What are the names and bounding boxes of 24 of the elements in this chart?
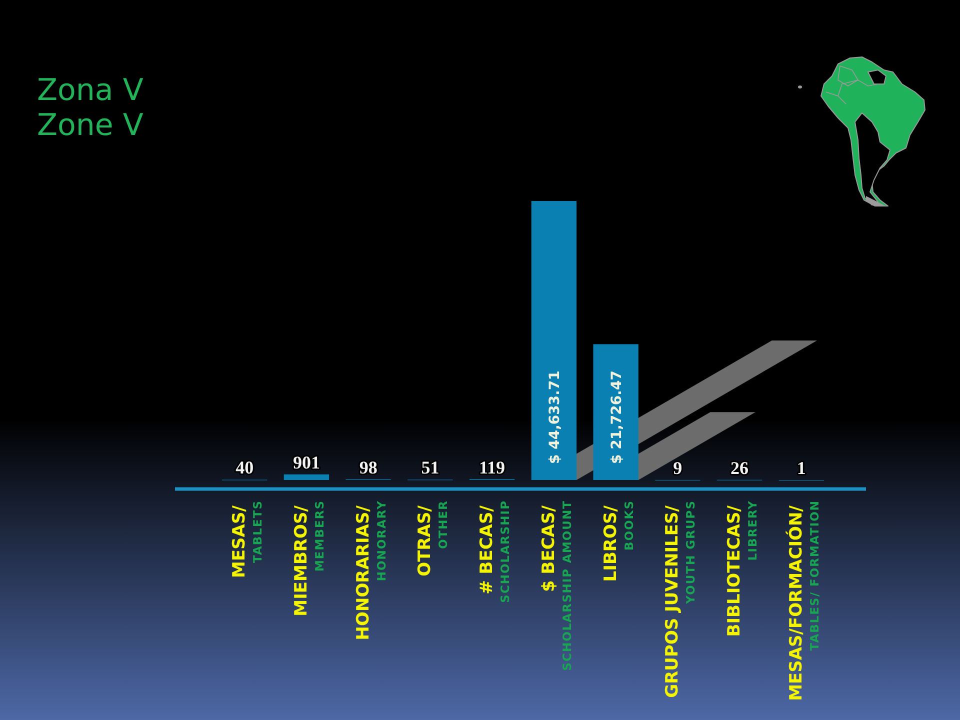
- bar: [531, 201, 577, 480]
- chart-title: Zona V: [37, 73, 144, 108]
- chart-subtitle: Zone V: [37, 108, 144, 143]
- x-tick-label: MESAS/FORMACIÓN/ TABLES/ FORMATION: [785, 500, 822, 701]
- x-tick-label: GRUPOS JUVENILES/ YOUTH GRUPS: [662, 500, 698, 698]
- data-label: 9: [673, 458, 682, 478]
- data-label: 51: [421, 458, 440, 478]
- data-label: 1: [796, 458, 806, 478]
- data-label: $ 21,726.47: [608, 370, 625, 464]
- x-tick-label: LIBROS/ BOOKS: [600, 500, 636, 582]
- x-tick-label: BIBLIOTECAS/ LIBRERY: [724, 500, 760, 637]
- x-tick-label: MESAS/ TABLETS: [230, 500, 265, 578]
- data-label: 119: [479, 457, 506, 478]
- data-label: 901: [292, 452, 320, 472]
- data-label: 98: [359, 457, 378, 478]
- data-label: $ 44,633.71: [546, 370, 563, 464]
- x-tick-label: MIEMBROS/ MEMBERS: [291, 500, 326, 616]
- x-tick-label: OTRAS/ OTHER: [415, 500, 450, 576]
- x-tick-label: $ BECAS/ SCHOLARSHIP AMOUNT: [538, 500, 574, 671]
- data-label: 40: [236, 458, 254, 478]
- x-tick-label: HONORARIAS/ HONORARY: [353, 500, 388, 640]
- bar: [284, 474, 330, 480]
- data-label: 26: [730, 458, 749, 478]
- x-tick-label: # BECAS/ SCHOLARSHIP: [477, 500, 512, 603]
